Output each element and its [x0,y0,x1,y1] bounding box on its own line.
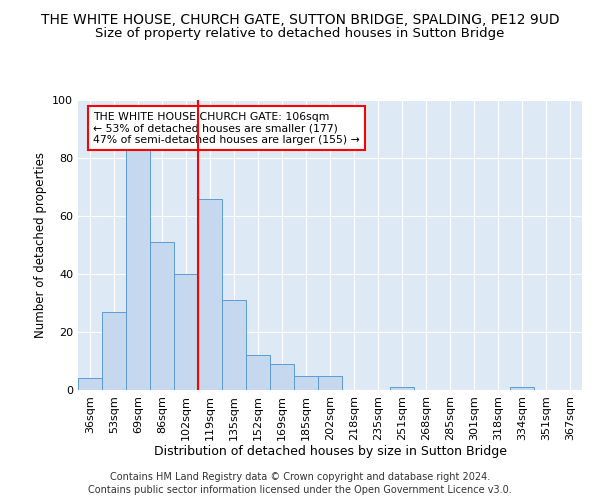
Text: Size of property relative to detached houses in Sutton Bridge: Size of property relative to detached ho… [95,28,505,40]
X-axis label: Distribution of detached houses by size in Sutton Bridge: Distribution of detached houses by size … [154,446,506,458]
Text: THE WHITE HOUSE, CHURCH GATE, SUTTON BRIDGE, SPALDING, PE12 9UD: THE WHITE HOUSE, CHURCH GATE, SUTTON BRI… [41,12,559,26]
Text: Contains public sector information licensed under the Open Government Licence v3: Contains public sector information licen… [88,485,512,495]
Bar [222,300,246,390]
Bar [150,242,174,390]
Y-axis label: Number of detached properties: Number of detached properties [34,152,47,338]
Bar [126,146,150,390]
Bar [102,312,126,390]
Bar [198,198,222,390]
Text: THE WHITE HOUSE CHURCH GATE: 106sqm
← 53% of detached houses are smaller (177)
4: THE WHITE HOUSE CHURCH GATE: 106sqm ← 53… [93,112,360,145]
Bar [390,387,414,390]
Bar [294,376,318,390]
Bar [174,274,198,390]
Text: Contains HM Land Registry data © Crown copyright and database right 2024.: Contains HM Land Registry data © Crown c… [110,472,490,482]
Bar [318,376,342,390]
Bar [246,355,270,390]
Bar [270,364,294,390]
Bar [78,378,102,390]
Bar [510,387,534,390]
